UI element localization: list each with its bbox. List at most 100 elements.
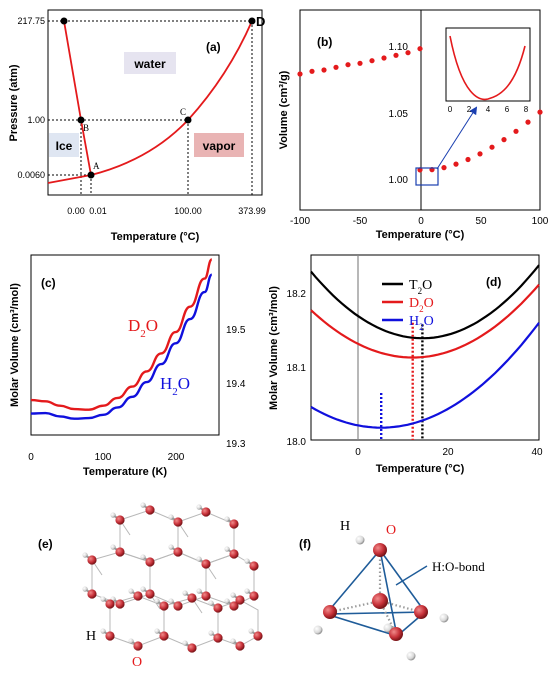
b-point-liquid-8: [513, 128, 519, 134]
panel-c-frame: [30, 254, 220, 436]
b-point-liquid-2: [441, 165, 447, 171]
e-hydrogen-4: [224, 516, 230, 522]
b-point-ice-8: [393, 52, 399, 58]
e-oxygen-27: [213, 633, 223, 643]
b-xtick-0: 0: [418, 216, 424, 227]
e-hydrogen-5: [224, 546, 230, 552]
e-hydrogen-28: [182, 640, 188, 646]
e-oxygen-18: [229, 601, 239, 611]
tetra-o-label: O: [386, 523, 396, 538]
panel-e-label: (e): [38, 537, 53, 551]
e-hydrogen-8: [82, 552, 88, 558]
e-hydrogen-7: [110, 544, 116, 550]
panel-c-curves: [30, 258, 213, 420]
b-point-ice-0: [297, 71, 303, 77]
panel-a-label: (a): [206, 40, 221, 54]
e-hydrogen-1: [140, 502, 146, 508]
d-xtick-40: 40: [531, 447, 543, 458]
e-hydrogen-16: [244, 558, 250, 564]
vapor-region-box: [194, 133, 244, 157]
c-series-d2o: [30, 258, 213, 411]
inset-xtick-8: 8: [524, 105, 529, 114]
c-ylabel: Molar Volume (cm³/mol): [9, 283, 21, 407]
e-hydrogen-22: [154, 628, 160, 634]
e-hydrogen-9: [140, 554, 146, 560]
e-hydrogen-24: [100, 628, 106, 634]
a-ylabel: Pressure (atm): [8, 64, 20, 141]
e-oxygen-28: [187, 643, 197, 653]
ice-region-label: Ice: [56, 139, 73, 153]
vapor-region-label: vapor: [203, 139, 236, 153]
b-point-ice-9: [405, 50, 411, 56]
d-xtick-20: 20: [442, 447, 454, 458]
panel-a-guide-lines: [48, 20, 253, 195]
d-ylabel: Molar Volume (cm³/mol): [268, 286, 280, 410]
e-oxygen-19: [105, 599, 115, 609]
e-hydrogen-10: [196, 556, 202, 562]
ice-lattice-atoms: [82, 502, 263, 653]
e-oxygen-10: [201, 559, 211, 569]
point-b-label: B: [83, 123, 89, 133]
e-hydrogen-18: [224, 598, 230, 604]
point-a-label: A: [93, 161, 100, 171]
b-point-liquid-3: [453, 161, 459, 167]
water-region-label: water: [133, 57, 166, 71]
e-hydrogen-14: [168, 598, 174, 604]
b-point-liquid-9: [525, 119, 531, 125]
a-ytick-0006: 0.0060: [17, 170, 45, 180]
panel-f-tetrahedron: (f) H O H:O-bond: [299, 519, 485, 661]
c-legend-h2o: H2O: [160, 374, 190, 398]
ice-lattice-bonds: [91, 509, 259, 649]
a-xtick-373: 373.99: [238, 206, 266, 216]
e-oxygen-14: [173, 601, 183, 611]
c-ytick-193: 19.3: [226, 439, 246, 450]
f-hydrogen-4: [439, 613, 449, 623]
e-oxygen-20: [133, 591, 143, 601]
f-hydrogen-2: [313, 625, 323, 635]
tetrahedron-atoms: [313, 535, 449, 661]
e-hydrogen-31: [230, 638, 236, 644]
c-xtick-0: 0: [28, 452, 34, 463]
e-oxygen-3: [201, 507, 211, 517]
f-oxygen-3: [389, 627, 403, 641]
panel-d-curves: [310, 264, 540, 440]
ice-o-label: O: [132, 655, 142, 670]
e-hydrogen-23: [128, 638, 134, 644]
d-legend-t2o: T2O: [409, 278, 432, 296]
e-hydrogen-21: [154, 598, 160, 604]
bond-pointer: [395, 565, 428, 586]
b-point-liquid-5: [477, 151, 483, 157]
d-ytick-180: 18.0: [287, 437, 307, 448]
b-point-liquid-6: [489, 144, 495, 150]
e-hydrogen-30: [248, 628, 254, 634]
e-hydrogen-11: [140, 586, 146, 592]
d-series-h2o: [310, 322, 540, 429]
c-xtick-200: 200: [168, 452, 185, 463]
d-series-t2o: [310, 264, 540, 340]
c-ytick-194: 19.4: [226, 379, 246, 390]
b-xtick-m100: -100: [290, 216, 310, 227]
d-ytick-181: 18.1: [287, 363, 307, 374]
c-ytick-195: 19.5: [226, 325, 246, 336]
d-series-d2o: [310, 283, 540, 359]
a-xlabel: Temperature (°C): [111, 231, 200, 243]
inset-xtick-0: 0: [448, 105, 453, 114]
e-oxygen-2: [173, 517, 183, 527]
panel-e-ice-lattice: (e) H O: [38, 502, 263, 670]
e-oxygen-31: [235, 641, 245, 651]
point-c-label: C: [180, 107, 186, 117]
b-xtick-50: 50: [475, 216, 487, 227]
inset-frame: [445, 27, 531, 102]
e-hydrogen-3: [196, 504, 202, 510]
f-hydrogen-0: [355, 535, 365, 545]
water-region-box: [124, 52, 176, 74]
panel-b-label: (b): [317, 35, 332, 49]
b-point-ice-6: [369, 58, 375, 64]
f-oxygen-2: [414, 605, 428, 619]
panel-a-phase-diagram: water Ice vapor D B C A (a) 217.75 1.00 …: [8, 9, 266, 243]
e-oxygen-6: [173, 547, 183, 557]
tetra-h-label: H: [340, 519, 350, 534]
e-oxygen-23: [133, 641, 143, 651]
a-xtick-000: 0.00: [67, 206, 85, 216]
